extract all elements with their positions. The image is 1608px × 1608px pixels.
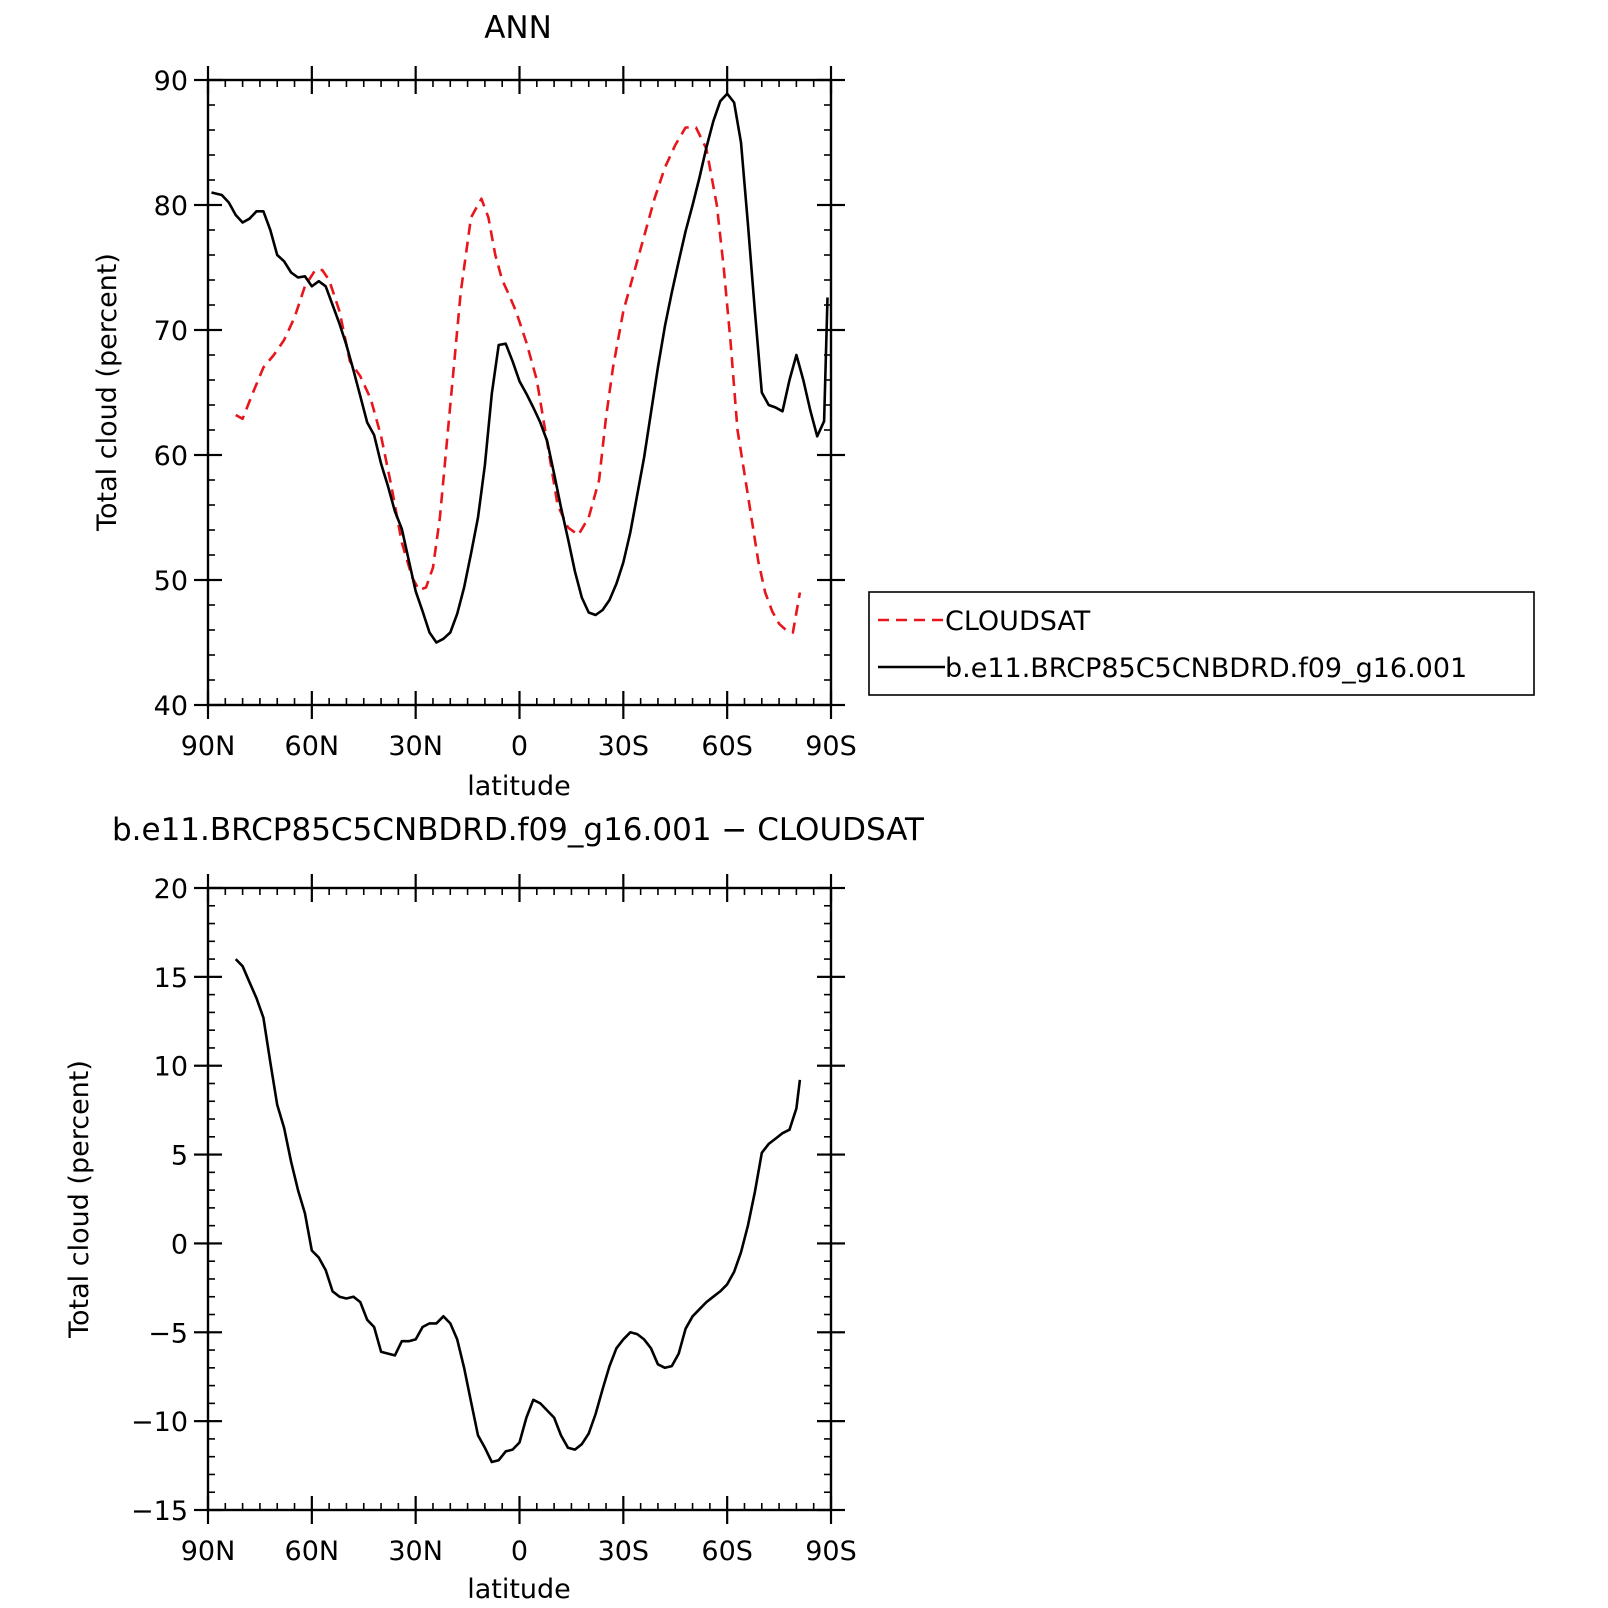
chart-title: b.e11.BRCP85C5CNBDRD.f09_g16.001 − CLOUD… — [112, 812, 925, 848]
y-tick-label: −10 — [131, 1407, 188, 1438]
x-tick-label: 90N — [181, 731, 236, 762]
x-tick-label: 30N — [388, 1536, 443, 1567]
series-lines — [234, 958, 802, 1464]
y-tick-label: 15 — [154, 963, 188, 994]
y-tick-label: 40 — [154, 691, 188, 722]
series-line-1 — [211, 92, 829, 644]
x-tick-label: 60N — [285, 1536, 340, 1567]
y-tick-labels: 40 50 60 70 80 90 — [154, 66, 188, 722]
x-tick-labels: 90N 60N 30N 0 30S 60S 90S — [181, 1536, 857, 1567]
y-tick-label: 90 — [154, 66, 188, 97]
legend-box — [868, 591, 1535, 696]
x-axis-label: latitude — [467, 771, 571, 802]
y-tick-labels: −15 −10 −5 0 5 10 15 20 — [131, 874, 188, 1527]
x-tick-label: 60S — [701, 1536, 753, 1567]
y-tick-label: 5 — [171, 1141, 188, 1172]
x-tick-label: 0 — [511, 1536, 528, 1567]
y-tick-label: 80 — [154, 191, 188, 222]
x-tick-label: 60N — [285, 731, 340, 762]
chart-title: ANN — [484, 10, 552, 46]
series-lines — [211, 92, 829, 644]
x-tick-label: 30S — [598, 1536, 650, 1567]
x-tick-label: 30N — [388, 731, 443, 762]
y-tick-label: 10 — [154, 1052, 188, 1083]
x-tick-label: 0 — [511, 731, 528, 762]
y-axis-label: Total cloud (percent) — [64, 1060, 95, 1339]
x-tick-label: 90S — [805, 1536, 857, 1567]
y-tick-label: 60 — [154, 441, 188, 472]
legend: CLOUDSAT b.e11.BRCP85C5CNBDRD.f09_g16.00… — [868, 591, 1535, 696]
y-tick-label: 50 — [154, 566, 188, 597]
x-tick-label: 30S — [598, 731, 650, 762]
y-tick-label: 20 — [154, 874, 188, 905]
legend-label-model: b.e11.BRCP85C5CNBDRD.f09_g16.001 — [945, 653, 1467, 684]
top-chart: ANN 40 50 60 70 80 90 90N 60N 30N 0 30S 60S 90S lat… — [92, 10, 1535, 802]
axis-ticks — [194, 66, 845, 719]
x-axis-label: latitude — [467, 1574, 571, 1605]
legend-label-cloudsat: CLOUDSAT — [945, 606, 1091, 637]
y-tick-label: −5 — [148, 1318, 188, 1349]
plot-frame — [206, 78, 833, 707]
series-line-0 — [234, 958, 802, 1464]
axis-ticks — [194, 874, 845, 1524]
x-tick-label: 60S — [701, 731, 753, 762]
x-tick-labels: 90N 60N 30N 0 30S 60S 90S — [181, 731, 857, 762]
y-axis-label: Total cloud (percent) — [92, 253, 123, 532]
y-tick-label: 0 — [171, 1229, 188, 1260]
bottom-chart: b.e11.BRCP85C5CNBDRD.f09_g16.001 − CLOUD… — [64, 812, 925, 1605]
y-tick-label: 70 — [154, 316, 188, 347]
series-line-0 — [235, 126, 802, 634]
x-tick-label: 90S — [805, 731, 857, 762]
y-tick-label: −15 — [131, 1496, 188, 1527]
x-tick-label: 90N — [181, 1536, 236, 1567]
